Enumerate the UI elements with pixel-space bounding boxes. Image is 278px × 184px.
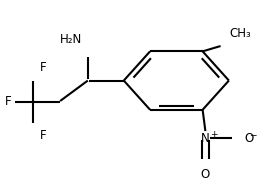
Text: −: − (249, 130, 257, 139)
Text: +: + (210, 130, 218, 139)
Text: F: F (5, 95, 12, 108)
Text: N: N (201, 132, 210, 145)
Text: F: F (39, 129, 46, 142)
Text: F: F (39, 61, 46, 74)
Text: H₂N: H₂N (60, 33, 82, 46)
Text: CH₃: CH₃ (229, 27, 251, 40)
Text: O: O (244, 132, 253, 145)
Text: O: O (201, 168, 210, 181)
